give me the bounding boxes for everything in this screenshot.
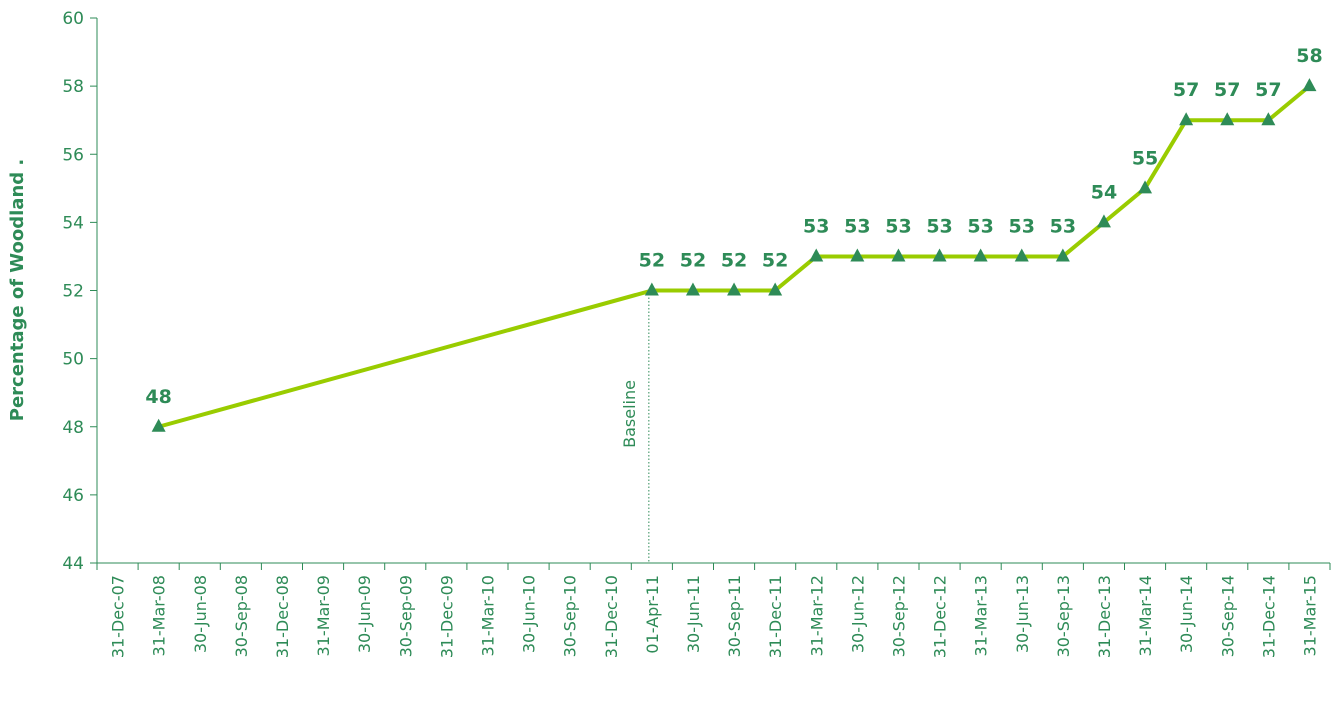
annotations: Baseline <box>620 290 650 563</box>
x-tick-label: 31-Dec-08 <box>273 575 292 658</box>
data-label: 52 <box>680 250 706 272</box>
data-label: 53 <box>885 215 911 237</box>
y-tick-label: 44 <box>62 554 84 574</box>
data-point-marker <box>1261 112 1276 126</box>
x-tick-label: 31-Mar-08 <box>150 575 169 656</box>
x-tick-label: 31-Dec-09 <box>437 575 456 658</box>
y-tick-label: 56 <box>62 145 84 165</box>
data-point-marker <box>1302 78 1317 92</box>
data-point-marker <box>685 282 700 296</box>
data-label: 53 <box>1050 215 1076 237</box>
y-tick-label: 54 <box>62 213 84 233</box>
data-label: 57 <box>1255 79 1281 101</box>
x-tick-label: 30-Sep-08 <box>232 575 251 657</box>
x-tick-label: 31-Dec-13 <box>1095 575 1114 658</box>
x-tick-label: 30-Sep-11 <box>725 575 744 657</box>
data-point-marker <box>768 282 783 296</box>
x-tick-label: 31-Dec-14 <box>1259 575 1278 658</box>
x-tick-label: 31-Mar-14 <box>1136 575 1155 656</box>
x-tick-label: 30-Jun-09 <box>355 575 374 653</box>
data-label: 53 <box>803 215 829 237</box>
x-tick-label: 30-Jun-08 <box>191 575 210 653</box>
y-tick-label: 46 <box>62 486 84 506</box>
data-point-marker <box>1055 248 1070 262</box>
x-tick-label: 31-Mar-10 <box>478 575 497 656</box>
y-axis: 44 46 48 50 52 54 56 58 60 <box>62 9 98 574</box>
data-label: 58 <box>1296 45 1322 67</box>
x-tick-label: 31-Mar-12 <box>807 575 826 656</box>
data-label: 55 <box>1132 147 1158 169</box>
x-tick-label: 01-Apr-11 <box>643 575 662 654</box>
x-tick-label: 30-Jun-13 <box>1013 575 1032 653</box>
data-label: 54 <box>1091 181 1117 203</box>
data-point-marker <box>1096 214 1111 228</box>
data-point-marker <box>1220 112 1235 126</box>
data-point-marker <box>151 418 166 432</box>
data-label: 53 <box>967 215 993 237</box>
x-tick-label: 31-Dec-07 <box>109 575 128 658</box>
data-label: 53 <box>844 215 870 237</box>
data-point-marker <box>809 248 824 262</box>
x-tick-label: 31-Dec-10 <box>602 575 621 658</box>
data-point-marker <box>1138 180 1153 194</box>
x-tick-label: 30-Sep-09 <box>396 575 415 657</box>
x-tick-label: 30-Sep-14 <box>1218 575 1237 657</box>
data-point-marker <box>644 282 659 296</box>
x-tick-label: 30-Sep-12 <box>889 575 908 657</box>
x-tick-label: 31-Dec-11 <box>766 575 785 658</box>
series-line <box>158 84 1311 429</box>
y-tick-label: 48 <box>62 418 84 438</box>
x-tick-label: 30-Jun-11 <box>684 575 703 653</box>
x-tick-label: 30-Jun-14 <box>1177 575 1196 653</box>
baseline-label: Baseline <box>620 380 639 448</box>
y-tick-label: 52 <box>62 282 84 302</box>
data-label: 52 <box>639 250 665 272</box>
x-tick-label: 30-Sep-13 <box>1054 575 1073 657</box>
x-tick-label: 30-Jun-10 <box>520 575 539 653</box>
data-label: 57 <box>1173 79 1199 101</box>
y-tick-label: 50 <box>62 350 84 370</box>
data-point-marker <box>1179 112 1194 126</box>
x-tick-label: 31-Mar-15 <box>1300 575 1319 656</box>
x-tick-label: 30-Jun-12 <box>848 575 867 653</box>
x-axis: 31-Dec-07 31-Mar-08 30-Jun-08 30-Sep-08 31-D… <box>96 562 1331 658</box>
data-label: 48 <box>145 386 171 408</box>
data-label: 57 <box>1214 79 1240 101</box>
series-woodland: 48 52 52 52 52 53 53 53 53 53 53 53 54 55 57 57 57 58 <box>145 45 1323 432</box>
data-point-marker <box>973 248 988 262</box>
data-label: 53 <box>926 215 952 237</box>
data-point-marker <box>932 248 947 262</box>
y-tick-label: 58 <box>62 77 84 97</box>
x-tick-label: 31-Dec-12 <box>931 575 950 658</box>
y-axis-label: Percentage of Woodland . <box>7 159 28 422</box>
data-point-marker <box>891 248 906 262</box>
data-label: 52 <box>762 250 788 272</box>
data-point-marker <box>1014 248 1029 262</box>
x-tick-label: 30-Sep-10 <box>561 575 580 657</box>
data-label: 53 <box>1009 215 1035 237</box>
data-label: 52 <box>721 250 747 272</box>
data-point-marker <box>850 248 865 262</box>
x-tick-label: 31-Mar-09 <box>314 575 333 656</box>
data-point-marker <box>727 282 742 296</box>
y-tick-label: 60 <box>62 9 84 29</box>
x-tick-label: 31-Mar-13 <box>972 575 991 656</box>
